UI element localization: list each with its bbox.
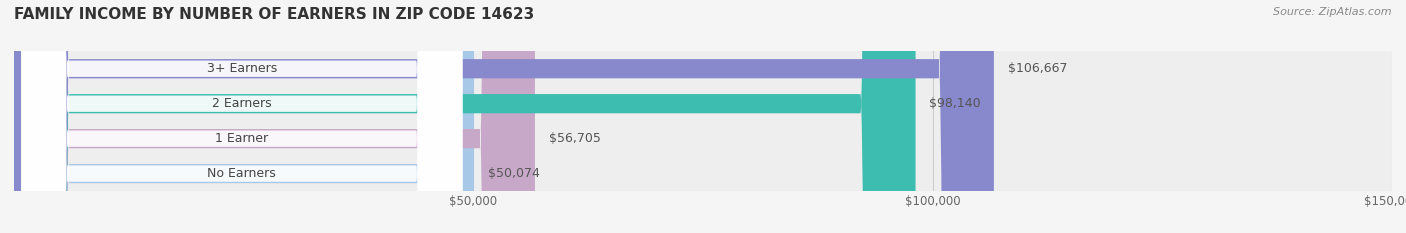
FancyBboxPatch shape [21, 0, 463, 233]
FancyBboxPatch shape [14, 0, 534, 233]
FancyBboxPatch shape [14, 0, 474, 233]
FancyBboxPatch shape [21, 0, 463, 233]
Bar [14, 156, 1392, 191]
Text: FAMILY INCOME BY NUMBER OF EARNERS IN ZIP CODE 14623: FAMILY INCOME BY NUMBER OF EARNERS IN ZI… [14, 7, 534, 22]
Text: $98,140: $98,140 [929, 97, 981, 110]
FancyBboxPatch shape [21, 0, 463, 233]
Bar [14, 86, 1392, 121]
Text: Source: ZipAtlas.com: Source: ZipAtlas.com [1274, 7, 1392, 17]
Bar [14, 51, 1392, 86]
Text: No Earners: No Earners [208, 167, 276, 180]
Text: $56,705: $56,705 [548, 132, 600, 145]
Text: 2 Earners: 2 Earners [212, 97, 271, 110]
Text: $106,667: $106,667 [1008, 62, 1067, 75]
Text: $50,074: $50,074 [488, 167, 540, 180]
Text: 1 Earner: 1 Earner [215, 132, 269, 145]
Bar [14, 121, 1392, 156]
Text: 3+ Earners: 3+ Earners [207, 62, 277, 75]
FancyBboxPatch shape [14, 0, 915, 233]
FancyBboxPatch shape [21, 0, 463, 233]
FancyBboxPatch shape [14, 0, 994, 233]
